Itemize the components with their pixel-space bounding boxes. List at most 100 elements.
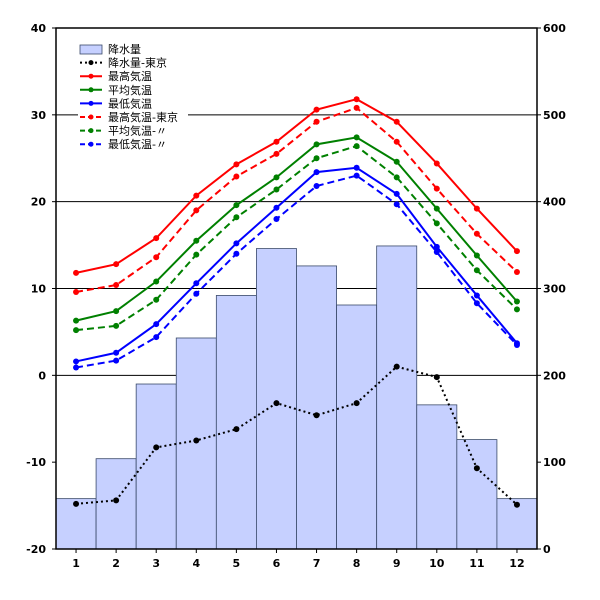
series-2-point-6 <box>273 174 280 181</box>
series-2-point-7 <box>313 141 320 148</box>
series-3-point-2 <box>113 349 120 356</box>
series-5-point-3 <box>153 296 160 303</box>
x-tick-label: 9 <box>393 557 401 570</box>
legend-swatch-marker-3 <box>88 100 94 106</box>
series-1-point-8 <box>353 96 360 103</box>
right-tick-label: 400 <box>543 196 566 209</box>
series-4-point-11 <box>473 230 480 237</box>
legend-swatch-marker-4 <box>88 114 94 120</box>
series-4-point-7 <box>313 118 320 125</box>
series-6-point-2 <box>113 357 120 364</box>
series-3-point-7 <box>313 169 320 176</box>
series-2-point-4 <box>193 237 200 244</box>
x-tick-label: 2 <box>112 557 120 570</box>
precip-bar-7 <box>296 265 337 550</box>
x-tick-label: 12 <box>509 557 524 570</box>
series-1-point-12 <box>513 248 520 255</box>
series-6-point-1 <box>73 364 80 371</box>
precip-bar-10 <box>416 404 458 550</box>
x-tick-label: 5 <box>233 557 241 570</box>
series-5-point-10 <box>433 220 440 227</box>
series-2-point-12 <box>513 298 520 305</box>
precip-bar-4 <box>175 337 217 550</box>
right-tick-label: 600 <box>543 22 566 35</box>
series-3-point-1 <box>73 358 80 365</box>
series-6-point-9 <box>393 201 400 208</box>
precip-bar-6 <box>256 248 297 550</box>
series-1-point-7 <box>313 106 320 113</box>
legend-label-2: 平均気温 <box>108 83 152 97</box>
series-5-point-1 <box>73 327 80 334</box>
series-1-point-3 <box>153 235 160 242</box>
series-0-point-6 <box>273 400 280 407</box>
series-5-point-5 <box>233 214 240 221</box>
series-3-point-11 <box>473 292 480 299</box>
series-4-point-3 <box>153 254 160 261</box>
series-4-point-9 <box>393 138 400 145</box>
series-1-point-6 <box>273 138 280 145</box>
legend-label-5: 平均気温-〃 <box>108 124 167 138</box>
series-4-point-10 <box>433 185 440 192</box>
series-3-point-8 <box>353 164 360 171</box>
precip-bar-5 <box>215 295 257 550</box>
series-6-point-4 <box>193 290 200 297</box>
precip-bar-2 <box>95 458 137 550</box>
legend-label-0: 降水量-東京 <box>108 56 167 70</box>
precip-bar-1 <box>55 498 97 550</box>
legend-background <box>78 40 188 151</box>
series-2-point-9 <box>393 158 400 165</box>
legend-swatch-marker-0 <box>88 60 94 66</box>
series-4-point-12 <box>513 269 520 276</box>
series-6-point-3 <box>153 334 160 341</box>
series-4-point-6 <box>273 150 280 157</box>
right-tick-label: 500 <box>543 109 566 122</box>
series-1-point-10 <box>433 160 440 167</box>
series-4-point-8 <box>353 104 360 111</box>
series-line-2 <box>75 136 518 322</box>
series-5-point-12 <box>513 306 520 313</box>
series-2-point-10 <box>433 205 440 212</box>
series-1-point-11 <box>473 205 480 212</box>
x-tick-label: 4 <box>192 557 200 570</box>
series-0-point-8 <box>353 400 360 407</box>
right-tick-label: 300 <box>543 283 566 296</box>
legend-swatch-marker-1 <box>88 73 94 79</box>
left-tick-label: 40 <box>31 22 47 35</box>
series-6-point-6 <box>273 216 280 223</box>
precip-bar-8 <box>336 304 378 550</box>
series-2-point-8 <box>353 134 360 141</box>
series-5-point-6 <box>273 186 280 193</box>
series-0-point-11 <box>473 465 480 472</box>
legend-label-6: 最低気温-〃 <box>108 137 167 151</box>
series-0-point-3 <box>153 444 160 451</box>
legend-label-1: 最高気温 <box>108 69 152 83</box>
left-tick-label: -10 <box>26 456 46 469</box>
left-tick-label: 30 <box>31 109 47 122</box>
series-0-point-1 <box>73 500 80 507</box>
series-5-point-11 <box>473 267 480 274</box>
series-4-point-2 <box>113 282 120 289</box>
legend-label-4: 最高気温-東京 <box>108 110 178 124</box>
series-5-point-4 <box>193 251 200 258</box>
series-2-point-2 <box>113 308 120 315</box>
series-1-point-4 <box>193 192 200 199</box>
series-6-point-7 <box>313 183 320 190</box>
series-1-point-2 <box>113 261 120 268</box>
right-tick-label: 0 <box>543 543 551 556</box>
left-tick-label: 10 <box>31 283 47 296</box>
series-6-point-5 <box>233 250 240 257</box>
x-tick-label: 11 <box>469 557 484 570</box>
series-5-point-8 <box>353 143 360 150</box>
series-5-point-7 <box>313 155 320 162</box>
precipitation-bars <box>55 245 538 550</box>
series-0-point-7 <box>313 412 320 419</box>
series-line-1 <box>75 98 518 274</box>
series-2-point-1 <box>73 317 80 324</box>
series-4-point-1 <box>73 288 80 295</box>
series-0-point-4 <box>193 437 200 444</box>
legend-swatch-marker-5 <box>88 128 94 134</box>
legend-label-3: 最低気温 <box>108 96 152 110</box>
